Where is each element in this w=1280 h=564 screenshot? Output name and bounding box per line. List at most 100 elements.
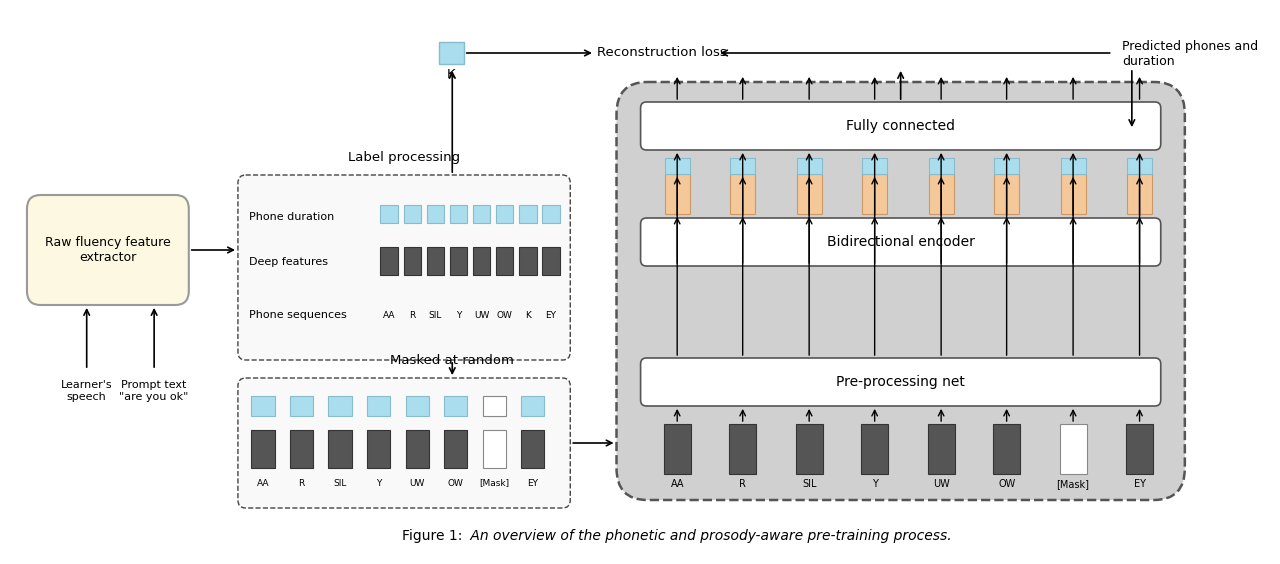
Text: K: K: [525, 311, 531, 319]
Text: Predicted phones and
duration: Predicted phones and duration: [1123, 40, 1258, 68]
Bar: [863, 158, 887, 174]
Bar: [403, 247, 421, 275]
Text: R: R: [410, 311, 416, 319]
FancyBboxPatch shape: [238, 175, 571, 360]
Bar: [497, 247, 513, 275]
Bar: [730, 424, 756, 474]
Text: Y: Y: [456, 311, 461, 319]
Bar: [474, 205, 490, 223]
Text: Raw fluency feature
extractor: Raw fluency feature extractor: [45, 236, 170, 264]
Text: Bidirectional encoder: Bidirectional encoder: [827, 235, 974, 249]
FancyBboxPatch shape: [640, 102, 1161, 150]
Bar: [483, 430, 506, 468]
Text: [Mask]: [Mask]: [1056, 479, 1089, 489]
Text: AA: AA: [257, 478, 269, 487]
Bar: [730, 158, 755, 174]
Text: SIL: SIL: [801, 479, 817, 489]
Text: R: R: [740, 479, 746, 489]
Text: AA: AA: [671, 479, 684, 489]
FancyBboxPatch shape: [640, 218, 1161, 266]
Bar: [367, 430, 390, 468]
Bar: [483, 396, 506, 416]
Bar: [1126, 158, 1152, 174]
Text: Phone duration: Phone duration: [250, 212, 335, 222]
Bar: [291, 430, 314, 468]
Bar: [474, 247, 490, 275]
Bar: [426, 247, 444, 275]
Text: Prompt text
"are you ok": Prompt text "are you ok": [119, 380, 189, 402]
Bar: [521, 396, 544, 416]
Text: Pre-processing net: Pre-processing net: [836, 375, 965, 389]
Bar: [796, 424, 823, 474]
Bar: [664, 174, 690, 214]
Bar: [439, 42, 463, 64]
Text: SIL: SIL: [429, 311, 442, 319]
Text: SIL: SIL: [333, 478, 347, 487]
Bar: [993, 424, 1020, 474]
FancyBboxPatch shape: [617, 82, 1185, 500]
Bar: [329, 396, 352, 416]
Bar: [863, 174, 887, 214]
Text: R: R: [298, 478, 305, 487]
Bar: [928, 174, 954, 214]
Bar: [664, 158, 690, 174]
Text: AA: AA: [383, 311, 396, 319]
Bar: [664, 424, 691, 474]
Bar: [796, 174, 822, 214]
Bar: [1061, 174, 1085, 214]
Bar: [406, 430, 429, 468]
Bar: [406, 396, 429, 416]
Text: UW: UW: [933, 479, 950, 489]
Bar: [1060, 424, 1087, 474]
Text: Fully connected: Fully connected: [846, 119, 955, 133]
Bar: [367, 396, 390, 416]
FancyBboxPatch shape: [640, 358, 1161, 406]
Bar: [449, 247, 467, 275]
Bar: [497, 205, 513, 223]
Text: OW: OW: [998, 479, 1015, 489]
Bar: [995, 158, 1019, 174]
Text: Y: Y: [872, 479, 878, 489]
Bar: [1061, 158, 1085, 174]
Bar: [444, 430, 467, 468]
Bar: [251, 430, 274, 468]
Text: Phone sequences: Phone sequences: [250, 310, 347, 320]
Bar: [291, 396, 314, 416]
Bar: [380, 247, 398, 275]
Bar: [543, 247, 559, 275]
Bar: [796, 158, 822, 174]
Text: OW: OW: [497, 311, 513, 319]
Bar: [403, 205, 421, 223]
Text: EY: EY: [527, 478, 538, 487]
Bar: [543, 205, 559, 223]
Bar: [426, 205, 444, 223]
Bar: [449, 205, 467, 223]
Bar: [521, 430, 544, 468]
Text: EY: EY: [545, 311, 557, 319]
Text: Reconstruction loss: Reconstruction loss: [596, 46, 727, 59]
Text: An overview of the phonetic and prosody-aware pre-training process.: An overview of the phonetic and prosody-…: [466, 529, 952, 543]
Bar: [520, 205, 536, 223]
Text: UW: UW: [410, 478, 425, 487]
Text: Deep features: Deep features: [250, 257, 329, 267]
Bar: [995, 174, 1019, 214]
Bar: [730, 174, 755, 214]
FancyBboxPatch shape: [238, 378, 571, 508]
Text: OW: OW: [448, 478, 463, 487]
Text: Learner's
speech: Learner's speech: [61, 380, 113, 402]
Text: [Mask]: [Mask]: [479, 478, 509, 487]
Bar: [861, 424, 888, 474]
Text: UW: UW: [474, 311, 489, 319]
Bar: [520, 247, 536, 275]
Bar: [1126, 174, 1152, 214]
Bar: [444, 396, 467, 416]
Text: Figure 1:: Figure 1:: [402, 529, 462, 543]
Text: Label processing: Label processing: [348, 151, 460, 164]
Bar: [928, 424, 955, 474]
Bar: [928, 158, 954, 174]
Text: Masked at random: Masked at random: [390, 354, 515, 367]
Text: K: K: [447, 68, 456, 81]
Bar: [1126, 424, 1153, 474]
Bar: [329, 430, 352, 468]
Bar: [380, 205, 398, 223]
